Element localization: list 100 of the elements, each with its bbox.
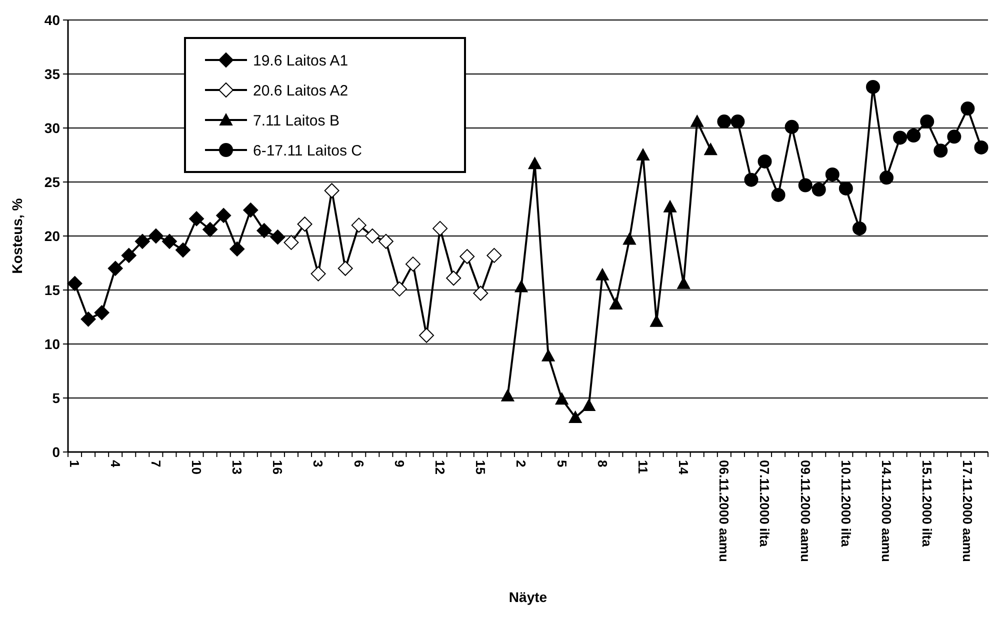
point	[677, 277, 690, 290]
point	[609, 298, 622, 310]
point	[446, 270, 462, 286]
x-tick-label: 8	[594, 460, 610, 468]
point	[392, 281, 407, 296]
x-tick-label: 5	[554, 460, 570, 468]
point	[758, 154, 772, 168]
point	[596, 268, 609, 280]
legend-label: 20.6 Laitos A2	[253, 82, 348, 100]
point	[947, 130, 962, 144]
y-tick-label: 15	[44, 282, 60, 298]
point	[501, 389, 514, 402]
point	[94, 305, 110, 320]
point	[189, 211, 204, 226]
point	[838, 181, 853, 196]
point	[690, 115, 704, 128]
x-tick-label: 4	[108, 460, 123, 468]
point	[542, 349, 555, 362]
x-tick-label: 7	[148, 460, 164, 468]
point	[378, 234, 394, 249]
x-tick-label: 11	[635, 460, 650, 474]
point	[514, 280, 528, 292]
point	[784, 120, 799, 134]
legend-label: 19.6 Laitos A1	[253, 52, 348, 70]
x-tick-label: 14.11.2000 aamu	[878, 460, 894, 562]
x-tick-label: 13	[230, 460, 245, 474]
point	[934, 144, 948, 158]
y-tick-label: 30	[44, 120, 60, 136]
point	[460, 249, 475, 264]
point	[162, 234, 177, 249]
point	[364, 228, 380, 244]
y-tick-label: 25	[44, 174, 60, 190]
point	[324, 183, 340, 198]
legend-label: 6-17.11 Laitos C	[253, 142, 362, 160]
point	[771, 188, 786, 202]
point	[812, 182, 826, 197]
point	[730, 114, 745, 129]
point	[148, 228, 164, 244]
y-axis-title: Kosteus, %	[9, 198, 25, 274]
x-tick-label: 10.11.2000 ilta	[838, 460, 854, 548]
point	[960, 102, 975, 116]
point	[121, 248, 136, 263]
point	[351, 218, 366, 233]
point	[568, 410, 582, 423]
point	[636, 148, 650, 160]
x-tick-label: 2	[514, 460, 529, 468]
legend-label: 7.11 Laitos B	[253, 112, 340, 130]
point	[744, 172, 758, 187]
point	[825, 167, 840, 182]
point	[284, 234, 299, 250]
point	[920, 114, 934, 129]
x-tick-label: 6	[351, 460, 366, 468]
point	[880, 170, 894, 185]
y-tick-label: 0	[52, 444, 60, 460]
x-tick-label: 10	[188, 460, 204, 474]
x-tick-label: 06.11.2000 aamu	[716, 460, 732, 562]
point	[798, 178, 812, 192]
point	[230, 241, 245, 256]
point	[256, 223, 272, 238]
x-tick-label: 09.11.2000 aamu	[798, 460, 813, 562]
point	[622, 232, 636, 245]
point	[555, 392, 568, 405]
x-axis-title: Näyte	[508, 589, 548, 605]
point	[664, 200, 677, 212]
point	[338, 260, 353, 276]
point	[893, 130, 908, 145]
point	[974, 140, 988, 154]
point	[406, 256, 420, 272]
y-tick-label: 5	[52, 390, 60, 406]
x-tick-label: 15	[473, 460, 488, 474]
point	[176, 242, 190, 258]
point	[486, 248, 502, 263]
point	[134, 234, 150, 249]
point	[852, 221, 866, 236]
y-tick-label: 10	[44, 336, 60, 352]
point	[432, 220, 448, 236]
x-tick-label: 14	[676, 460, 692, 476]
point	[270, 230, 286, 245]
point	[108, 260, 123, 276]
point	[80, 312, 96, 327]
point	[866, 80, 880, 94]
y-tick-label: 20	[44, 228, 60, 244]
point	[717, 114, 732, 129]
x-tick-label: 12	[432, 460, 448, 474]
x-tick-label: 07.11.2000 ilta	[757, 460, 772, 548]
x-tick-label: 9	[392, 460, 407, 468]
point	[528, 157, 542, 170]
point	[906, 128, 921, 143]
point	[67, 276, 82, 292]
point	[473, 286, 488, 301]
point	[297, 216, 312, 232]
x-tick-label: 1	[67, 460, 82, 468]
point	[704, 143, 718, 156]
point	[419, 328, 434, 343]
y-tick-label: 40	[44, 12, 60, 28]
y-tick-label: 35	[44, 66, 60, 82]
point	[650, 314, 664, 327]
point	[243, 202, 258, 218]
x-tick-label: 16	[270, 460, 286, 474]
x-tick-label: 15.11.2000 ilta	[920, 460, 935, 548]
